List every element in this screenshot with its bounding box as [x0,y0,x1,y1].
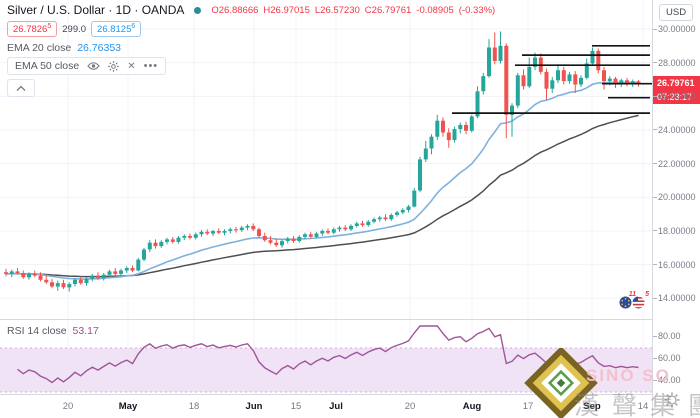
close-icon[interactable]: ✕ [127,60,136,72]
axis-tick-mark [653,264,657,266]
chart-legend: Silver / U.S. Dollar · 1D · OANDA O26.88… [7,3,495,98]
time-tick-label: Aug [462,401,482,412]
eye-icon[interactable] [87,61,100,71]
axis-tick-mark [653,95,657,97]
ema20-line [5,81,639,280]
rsi-tick-label: 80.00 [658,331,681,341]
price-tick-label: 28.00000 [658,57,696,68]
price-tick-label: 24.00000 [658,124,696,135]
time-tick-label: May [118,401,138,412]
axis-tick-mark [653,163,657,165]
axis-tick-mark [653,357,657,359]
symbol-row[interactable]: Silver / U.S. Dollar · 1D · OANDA O26.88… [7,3,495,17]
currency-toggle[interactable]: USD [659,4,694,21]
price-tick-label: 18.00000 [658,225,696,236]
more-options-icon[interactable]: ••• [143,60,159,73]
price-tick-label: 26.00000 [658,91,696,102]
price-axis[interactable]: USD 26.79761 07:23:17 30.00000 28.00000 26… [652,0,700,418]
rsi-pane[interactable]: RSI 14 close 53.17 [0,319,652,395]
price-tick-label: 20.00000 [658,192,696,203]
axis-tick-mark [653,335,657,337]
chevron-up-icon [16,85,26,91]
rsi-tick-label: 60.00 [658,353,681,363]
price-tick-label: 30.00000 [658,24,696,34]
open-value: O26.88666 [211,4,259,16]
ema20-label: EMA 20 close [7,42,72,55]
axis-tick-mark [653,379,657,381]
close-value: C26.79761 [364,4,412,16]
symbol-title[interactable]: Silver / U.S. Dollar · 1D · OANDA [7,3,185,17]
ema50-legend-row[interactable]: EMA 50 close ✕ ••• [7,57,167,76]
rsi-label: RSI 14 close [7,325,67,337]
time-tick-label: 17 [522,401,534,412]
low-value: L26.57230 [314,4,360,16]
price-tick-label: 14.00000 [658,293,696,304]
time-axis[interactable]: 20 May 18 Jun 15 Jul 20 Aug 17 Sep 14 [0,394,652,418]
gear-icon[interactable] [108,60,119,72]
economic-event-flags[interactable]: 11 5 [618,291,649,310]
price-tick-label: 22.00000 [658,158,696,169]
time-tick-label: 14 [637,401,649,412]
time-tick-label: 15 [290,401,302,412]
axis-tick-mark [653,28,657,30]
price-tick-label: 16.00000 [658,259,696,270]
ema20-value: 26.76353 [77,42,121,55]
change-percent: (-0.33%) [458,4,496,16]
change-value: -0.08905 [416,4,454,16]
bar-countdown-badge: 07:23:17 [653,90,700,104]
bid-ask-row: 26.78265 299.0 26.81256 [7,21,495,38]
time-tick-label: 20 [62,401,74,412]
ema20-legend-row[interactable]: EMA 20 close 26.76353 [7,42,495,54]
candlesticks [4,31,641,292]
eu-flag-icon[interactable]: 11 [618,291,636,310]
us-event-count: 5 [645,291,649,298]
eu-event-count: 11 [628,291,636,298]
buy-ask-button[interactable]: 26.81256 [91,21,142,38]
ohlc-values: O26.88666 H26.97015 L26.57230 C26.79761 … [211,5,495,16]
last-price-badge[interactable]: 26.79761 [653,76,700,90]
high-value: H26.97015 [263,4,310,16]
time-tick-label: Jun [245,401,263,412]
time-tick-label: Sep [583,401,601,412]
axis-tick-mark [653,129,657,131]
time-tick-label: 20 [404,401,416,412]
time-tick-label: 18 [188,401,200,412]
axis-tick-mark [653,62,657,64]
rsi-legend[interactable]: RSI 14 close 53.17 [7,325,99,337]
axis-tick-mark [653,297,657,299]
sell-bid-button[interactable]: 26.78265 [7,21,58,38]
ema50-label: EMA 50 close [15,60,80,73]
rsi-value: 53.17 [72,325,99,337]
spread-value: 299.0 [62,23,87,35]
us-flag-icon[interactable]: 5 [631,291,649,310]
collapse-pane-button[interactable] [7,79,35,98]
axis-tick-mark [653,230,657,232]
ema50-line [5,114,639,278]
time-tick-label: Jul [329,401,343,412]
market-status-dot[interactable] [194,6,202,14]
rsi-tick-label: 40.00 [658,375,681,385]
axis-tick-mark [653,196,657,198]
